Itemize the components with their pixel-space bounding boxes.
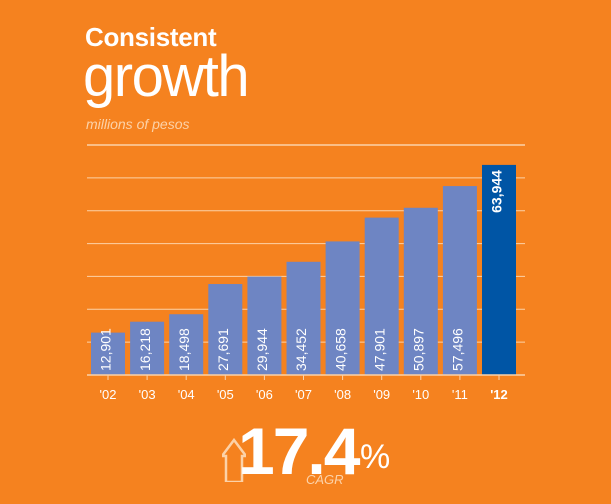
bar xyxy=(286,261,321,375)
data-label: 16,218 xyxy=(137,328,153,371)
x-tick-label: '08 xyxy=(334,387,351,402)
data-label: 63,944 xyxy=(489,170,505,213)
data-label: 50,897 xyxy=(411,328,427,371)
up-arrow-icon xyxy=(222,438,246,482)
x-tick-label: '04 xyxy=(178,387,195,402)
bar xyxy=(169,314,204,375)
x-tick-label: '11 xyxy=(452,387,468,402)
cagr-percent: % xyxy=(360,438,391,476)
x-tick-label: '07 xyxy=(295,387,312,402)
bar xyxy=(325,241,360,375)
subtitle: millions of pesos xyxy=(86,116,190,132)
bar xyxy=(208,284,243,375)
data-label: 12,901 xyxy=(98,328,114,371)
cagr-value: 17.4 xyxy=(238,414,360,488)
x-tick-label: '12 xyxy=(490,387,508,402)
x-tick-label: '05 xyxy=(217,387,234,402)
cagr-block: 17.4 % CAGR xyxy=(222,418,422,504)
bar xyxy=(91,332,125,375)
data-label: 34,452 xyxy=(293,328,309,371)
bar xyxy=(130,321,165,375)
x-tick-label: '03 xyxy=(139,387,156,402)
bar xyxy=(247,276,282,375)
x-tick-label: '10 xyxy=(412,387,429,402)
data-label: 29,944 xyxy=(254,328,270,371)
data-label: 57,496 xyxy=(450,328,466,371)
bar xyxy=(364,217,399,375)
bar xyxy=(482,164,516,375)
x-tick-label: '02 xyxy=(100,387,117,402)
data-label: 47,901 xyxy=(371,328,387,371)
title-bold: Consistent xyxy=(85,22,217,52)
bar xyxy=(403,207,438,375)
data-label: 18,498 xyxy=(176,328,192,371)
bar xyxy=(442,186,477,375)
data-label: 27,691 xyxy=(215,328,231,371)
cagr-label: CAGR xyxy=(306,472,344,487)
data-label: 40,658 xyxy=(332,328,348,371)
title-light: growth xyxy=(83,44,250,109)
x-tick-label: '06 xyxy=(256,387,273,402)
x-tick-label: '09 xyxy=(373,387,390,402)
